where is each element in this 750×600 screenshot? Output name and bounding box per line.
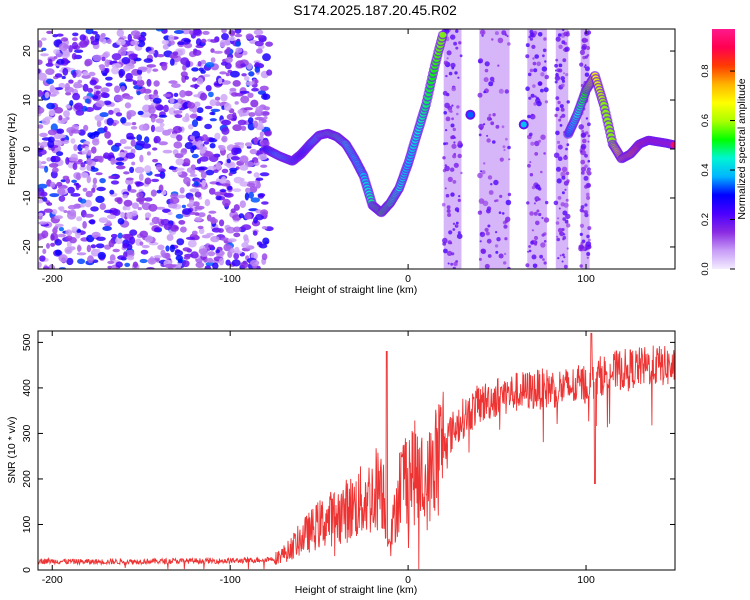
snr-x-tick-label: 0 <box>405 574 411 586</box>
snr-y-tick-label: 500 <box>21 333 33 351</box>
spectrogram-y-tick-label: 10 <box>21 94 33 106</box>
colorbar-tick-label: 0.8 <box>700 64 711 77</box>
spectrogram-ridge <box>260 30 675 218</box>
colorbar-tick-label: 0.4 <box>700 163 711 176</box>
spectrogram-x-axis-label: Height of straight line (km) <box>295 284 418 296</box>
spectrogram-noise <box>38 29 274 269</box>
spectrogram-y-tick-label: -10 <box>21 190 33 205</box>
snr-x-tick-label: 100 <box>577 574 595 586</box>
snr-frame <box>37 330 676 571</box>
spectrogram-y-axis-label: Frequency (Hz) <box>6 113 18 185</box>
colorbar-tick-label: 0.0 <box>700 262 711 275</box>
snr-y-axis-label: SNR (10 * v/v) <box>6 416 18 483</box>
spectrogram-x-tick-label: 100 <box>577 273 595 285</box>
spectrogram-y-tick-label: -20 <box>21 239 33 254</box>
snr-panel: -200 -100 0 100 0 100 200 300 400 500 Height of s… <box>6 330 676 596</box>
figure-title: S174.2025.187.20.45.R02 <box>293 2 457 18</box>
snr-y-tick-label: 400 <box>21 379 33 397</box>
snr-series-line <box>38 332 675 570</box>
spectrogram-x-tick-label: -100 <box>220 273 241 285</box>
spectrogram-x-tick-label: -200 <box>42 273 63 285</box>
snr-y-tick-label: 0 <box>21 567 33 573</box>
colorbar-label: Normalized spectral amplitude <box>736 78 748 219</box>
spectrogram-heatmap <box>38 29 675 269</box>
colorbar-tick-label: 0.6 <box>700 114 711 127</box>
colorbar: 0.0 0.2 0.4 0.6 0.8 Normalized spectral ampl… <box>700 29 748 276</box>
spectrogram-y-tick-label: 20 <box>21 45 33 57</box>
colorbar-gradient <box>712 29 735 269</box>
snr-x-tick-label: -200 <box>42 574 63 586</box>
spectrogram-stripes <box>441 29 592 269</box>
colorbar-tick-label: 0.2 <box>700 213 711 226</box>
snr-x-axis-label: Height of straight line (km) <box>295 584 418 596</box>
snr-plot-area <box>38 332 675 570</box>
snr-y-tick-label: 300 <box>21 425 33 443</box>
snr-y-tick-label: 100 <box>21 516 33 534</box>
colorbar-ticks: 0.0 0.2 0.4 0.6 0.8 <box>700 64 735 276</box>
snr-y-tick-label: 200 <box>21 470 33 488</box>
spectrogram-x-tick-label: 0 <box>405 273 411 285</box>
snr-x-tick-label: -100 <box>220 574 241 586</box>
snr-axes: -200 -100 0 100 0 100 200 300 400 500 <box>21 331 675 586</box>
spectrogram-y-tick-label: 0 <box>21 146 33 152</box>
